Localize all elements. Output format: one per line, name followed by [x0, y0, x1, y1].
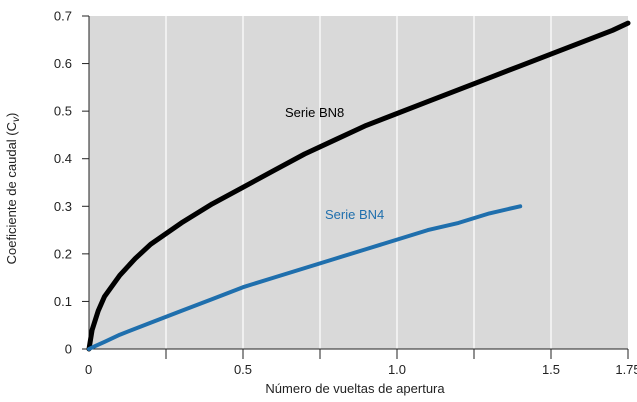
y-tick-label-4: 0.4 — [54, 151, 72, 166]
y-tick-label-6: 0.6 — [54, 56, 72, 71]
y-axis-title-suffix: ) — [4, 113, 19, 117]
y-axis-title-main: Coeficiente de caudal (C — [4, 122, 19, 264]
series-line-serie-bn4 — [87, 204, 523, 351]
axes — [82, 15, 629, 359]
y-tick-label-3: 0.3 — [54, 199, 72, 214]
series-labels: Serie BN8 Serie BN4 — [285, 105, 384, 222]
y-tick-label-0: 0 — [65, 342, 72, 357]
gridlines — [165, 16, 552, 349]
series-label-serie-bn4: Serie BN4 — [325, 207, 384, 222]
y-tick-label-2: 0.2 — [54, 246, 72, 261]
plot-background — [89, 16, 628, 349]
x-axis-title: Número de vueltas de apertura — [265, 381, 445, 396]
x-tick-label-7: 1.75 — [615, 362, 637, 377]
y-tick-label-5: 0.5 — [54, 104, 72, 119]
y-tick-label-7: 0.7 — [54, 9, 72, 24]
tick-labels: 0 0.1 0.2 0.3 0.4 0.5 0.6 0.7 0 0.5 1.0 1.5 1.75 — [54, 9, 637, 378]
x-tick-label-4: 1.0 — [388, 362, 406, 377]
x-tick-label-6: 1.5 — [542, 362, 560, 377]
series-lines — [86, 20, 631, 352]
y-tick-label-1: 0.1 — [54, 294, 72, 309]
x-tick-label-0: 0 — [85, 362, 92, 377]
y-axis-title: Coeficiente de caudal (Cv) — [4, 113, 22, 265]
series-line-serie-bn8 — [86, 20, 631, 352]
series-label-serie-bn8: Serie BN8 — [285, 105, 344, 120]
y-axis-title-subscript: v — [11, 116, 22, 122]
x-tick-label-2: 0.5 — [234, 362, 252, 377]
